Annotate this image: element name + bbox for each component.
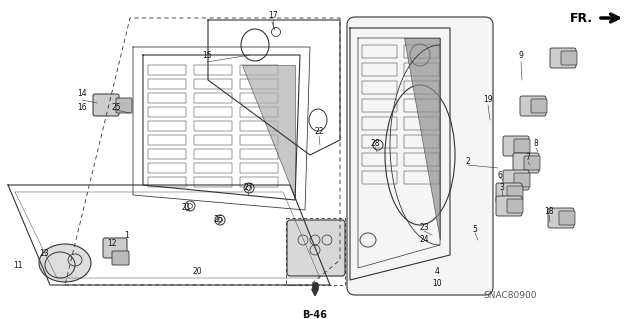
FancyBboxPatch shape: [524, 156, 540, 170]
Bar: [362, 117, 397, 130]
Bar: [362, 153, 397, 166]
Text: 1: 1: [125, 232, 129, 241]
Text: 13: 13: [39, 249, 49, 257]
Bar: [194, 121, 232, 131]
Bar: [362, 45, 397, 58]
FancyBboxPatch shape: [514, 139, 530, 153]
FancyBboxPatch shape: [287, 220, 345, 276]
Text: 9: 9: [518, 51, 524, 61]
Text: 22: 22: [314, 128, 324, 137]
Bar: [240, 135, 278, 145]
FancyBboxPatch shape: [559, 211, 575, 225]
Text: 19: 19: [483, 95, 493, 105]
Bar: [148, 135, 186, 145]
Text: 25: 25: [111, 103, 121, 113]
Text: 6: 6: [497, 170, 502, 180]
Bar: [148, 65, 186, 75]
Text: 10: 10: [432, 279, 442, 288]
Bar: [194, 135, 232, 145]
Polygon shape: [242, 65, 295, 198]
Bar: [148, 177, 186, 187]
FancyBboxPatch shape: [513, 153, 539, 173]
Polygon shape: [404, 38, 440, 240]
Bar: [404, 153, 439, 166]
Bar: [240, 121, 278, 131]
FancyBboxPatch shape: [93, 94, 119, 116]
Bar: [194, 149, 232, 159]
Text: 14: 14: [77, 88, 87, 98]
FancyBboxPatch shape: [507, 199, 523, 213]
Bar: [240, 163, 278, 173]
Text: 21: 21: [181, 203, 191, 211]
Text: 16: 16: [77, 103, 87, 113]
Text: 4: 4: [435, 268, 440, 277]
FancyBboxPatch shape: [561, 51, 577, 65]
FancyBboxPatch shape: [520, 96, 546, 116]
Text: 11: 11: [13, 261, 23, 270]
Bar: [404, 117, 439, 130]
FancyBboxPatch shape: [550, 48, 576, 68]
Bar: [194, 79, 232, 89]
Bar: [194, 177, 232, 187]
Text: 7: 7: [525, 153, 531, 162]
Bar: [240, 79, 278, 89]
Bar: [404, 81, 439, 94]
Text: 27: 27: [243, 182, 253, 191]
FancyBboxPatch shape: [112, 251, 129, 265]
Bar: [148, 79, 186, 89]
FancyBboxPatch shape: [503, 170, 529, 190]
Bar: [240, 93, 278, 103]
Text: 24: 24: [419, 235, 429, 244]
Text: 5: 5: [472, 226, 477, 234]
Bar: [362, 99, 397, 112]
Bar: [404, 63, 439, 76]
Text: 15: 15: [202, 51, 212, 61]
Text: 26: 26: [213, 216, 223, 225]
FancyBboxPatch shape: [507, 186, 523, 200]
Text: 23: 23: [419, 224, 429, 233]
FancyBboxPatch shape: [347, 17, 493, 295]
Bar: [148, 121, 186, 131]
Bar: [240, 149, 278, 159]
Bar: [148, 163, 186, 173]
FancyBboxPatch shape: [116, 98, 132, 113]
Text: 3: 3: [500, 183, 504, 192]
Bar: [404, 99, 439, 112]
Text: 8: 8: [534, 139, 538, 149]
Bar: [148, 93, 186, 103]
Text: 2: 2: [466, 158, 470, 167]
Bar: [240, 107, 278, 117]
FancyBboxPatch shape: [514, 173, 530, 187]
Text: 18: 18: [544, 207, 554, 217]
Bar: [362, 135, 397, 148]
Bar: [194, 107, 232, 117]
Bar: [194, 163, 232, 173]
FancyBboxPatch shape: [103, 238, 127, 258]
Text: 12: 12: [108, 240, 116, 249]
Text: FR.: FR.: [570, 11, 593, 25]
FancyBboxPatch shape: [503, 136, 529, 156]
Bar: [404, 171, 439, 184]
Bar: [194, 93, 232, 103]
Text: 20: 20: [192, 268, 202, 277]
Text: B-46: B-46: [303, 310, 328, 319]
FancyBboxPatch shape: [496, 183, 522, 203]
FancyBboxPatch shape: [531, 99, 547, 113]
Bar: [240, 177, 278, 187]
Bar: [404, 45, 439, 58]
Text: 28: 28: [371, 138, 380, 147]
Bar: [362, 81, 397, 94]
Bar: [404, 135, 439, 148]
Bar: [194, 65, 232, 75]
Bar: [362, 63, 397, 76]
Bar: [240, 65, 278, 75]
Ellipse shape: [39, 244, 91, 282]
Text: 17: 17: [268, 11, 278, 20]
Bar: [148, 149, 186, 159]
FancyBboxPatch shape: [548, 208, 574, 228]
Bar: [362, 171, 397, 184]
Text: SNAC80900: SNAC80900: [483, 291, 537, 300]
FancyBboxPatch shape: [496, 196, 522, 216]
Bar: [148, 107, 186, 117]
